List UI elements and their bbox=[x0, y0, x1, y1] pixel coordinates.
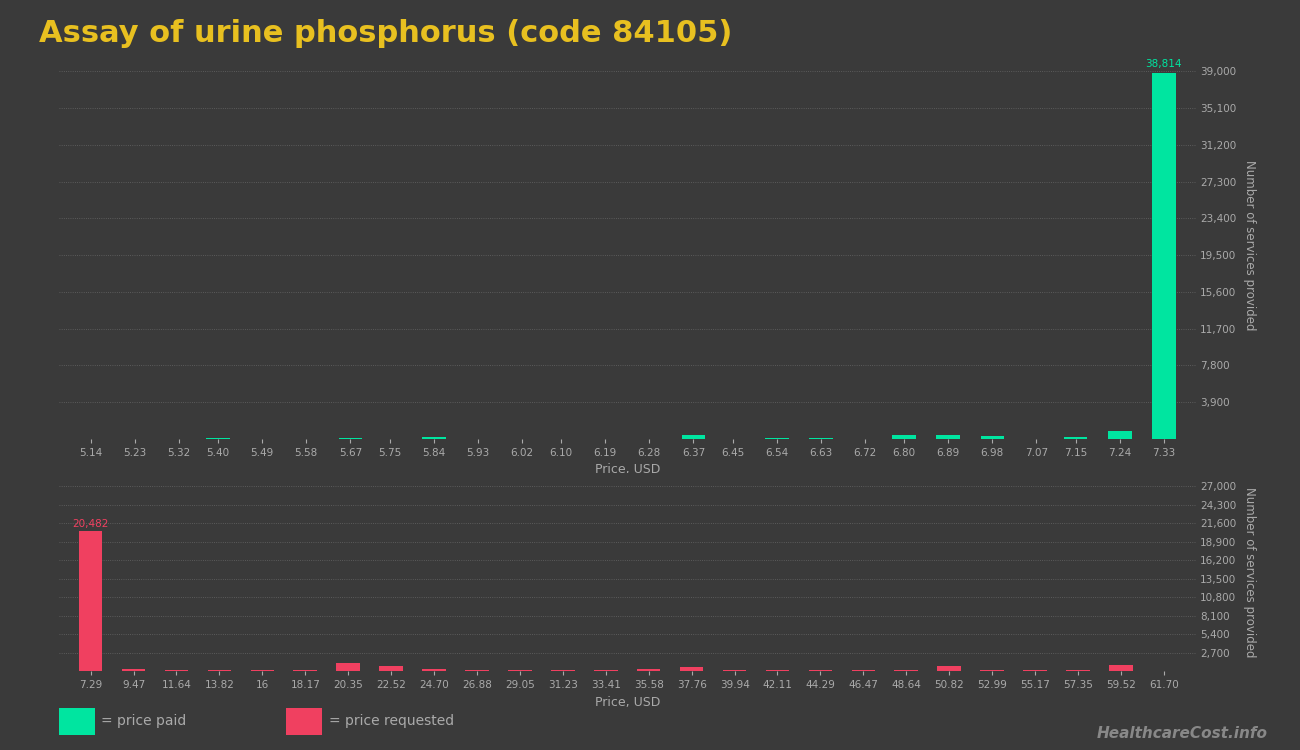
Text: 38,814: 38,814 bbox=[1145, 59, 1182, 69]
Bar bbox=[551, 670, 575, 671]
Bar bbox=[637, 669, 660, 671]
Text: HealthcareCost.info: HealthcareCost.info bbox=[1096, 726, 1267, 741]
Bar bbox=[1023, 670, 1046, 671]
Bar bbox=[294, 670, 317, 671]
Bar bbox=[980, 436, 1004, 439]
Bar bbox=[1063, 436, 1087, 439]
Bar bbox=[1109, 665, 1132, 671]
Bar bbox=[937, 667, 961, 671]
Bar bbox=[1108, 431, 1131, 439]
Bar bbox=[251, 670, 274, 671]
Bar bbox=[764, 438, 789, 439]
Bar bbox=[681, 436, 705, 439]
Bar bbox=[1066, 670, 1089, 671]
Bar bbox=[380, 666, 403, 671]
Bar bbox=[337, 663, 360, 671]
Text: = price paid: = price paid bbox=[101, 715, 187, 728]
Bar bbox=[894, 670, 918, 671]
Bar bbox=[207, 437, 230, 439]
Bar bbox=[422, 669, 446, 671]
X-axis label: Price, USD: Price, USD bbox=[594, 464, 660, 476]
Bar bbox=[594, 670, 618, 671]
X-axis label: Price, USD: Price, USD bbox=[594, 696, 660, 709]
Text: 20,482: 20,482 bbox=[73, 519, 109, 529]
Bar bbox=[680, 667, 703, 671]
Bar bbox=[766, 670, 789, 671]
Bar bbox=[422, 436, 446, 439]
Bar bbox=[208, 670, 231, 671]
Bar bbox=[79, 531, 103, 671]
Text: = price requested: = price requested bbox=[329, 715, 454, 728]
Text: Assay of urine phosphorus (code 84105): Assay of urine phosphorus (code 84105) bbox=[39, 19, 732, 48]
Bar bbox=[852, 670, 875, 671]
Bar bbox=[465, 670, 489, 671]
Bar bbox=[122, 669, 146, 671]
Bar bbox=[338, 438, 363, 439]
Bar bbox=[723, 670, 746, 671]
Bar bbox=[936, 436, 959, 439]
Bar bbox=[1152, 73, 1175, 439]
Y-axis label: Number of services provided: Number of services provided bbox=[1243, 487, 1256, 657]
Bar bbox=[809, 438, 832, 439]
Bar bbox=[980, 670, 1004, 671]
Bar bbox=[165, 670, 188, 671]
Bar bbox=[892, 434, 916, 439]
Y-axis label: Number of services provided: Number of services provided bbox=[1243, 160, 1256, 331]
Bar bbox=[508, 670, 532, 671]
Bar bbox=[809, 670, 832, 671]
